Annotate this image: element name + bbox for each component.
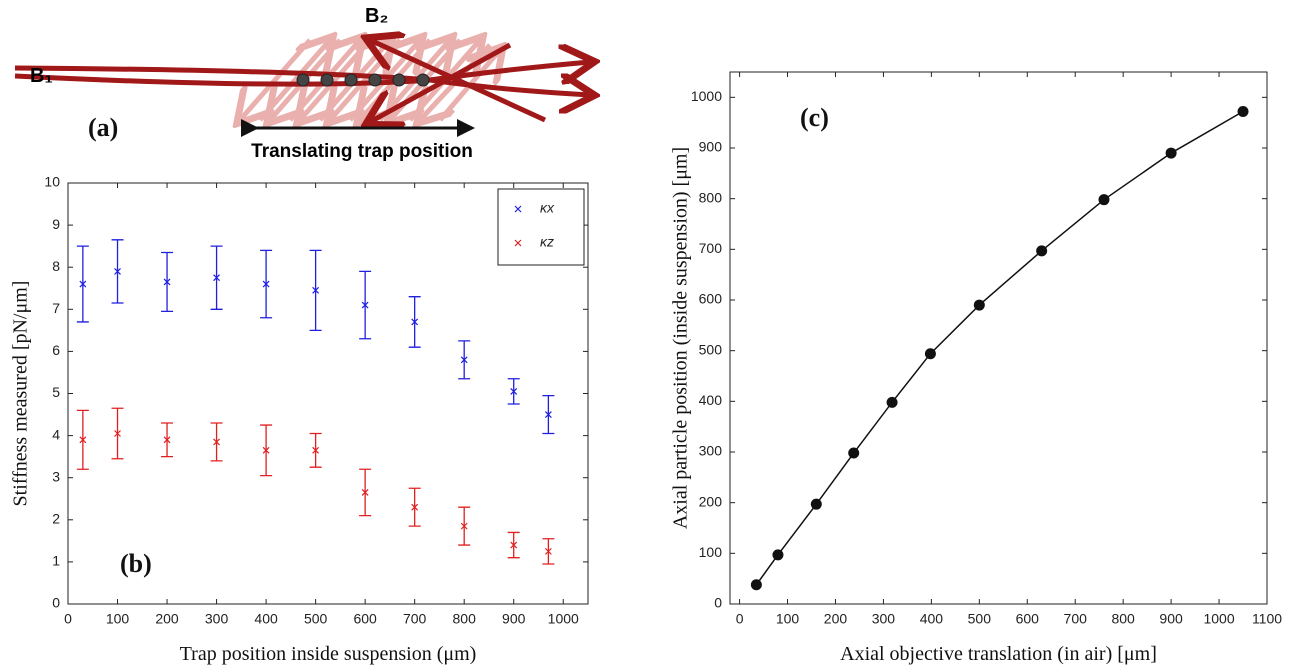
y-tick-label: 1000 xyxy=(691,88,722,104)
plot-frame xyxy=(729,71,1268,605)
legend-label: κx xyxy=(540,200,555,216)
panel-label: (b) xyxy=(120,549,152,578)
legend-label: κz xyxy=(540,234,554,250)
y-tick-label: 3 xyxy=(52,468,60,484)
point xyxy=(213,274,220,282)
marker xyxy=(1165,147,1177,159)
x-tick-label: 1000 xyxy=(1203,611,1234,627)
x-tick-label: 200 xyxy=(155,611,179,627)
x-tick-label: 300 xyxy=(205,611,229,627)
point xyxy=(411,503,419,511)
point xyxy=(163,436,171,444)
marker xyxy=(848,447,860,459)
point xyxy=(213,438,220,446)
x-tick-label: 0 xyxy=(736,611,744,627)
y-tick-label: 200 xyxy=(699,493,723,509)
point xyxy=(460,356,468,364)
y-tick-label: 800 xyxy=(699,189,723,205)
point xyxy=(312,286,320,294)
y-tick-label: 7 xyxy=(52,300,60,316)
x-tick-label: 800 xyxy=(1111,611,1135,627)
point xyxy=(510,387,518,395)
point xyxy=(510,541,518,549)
y-tick-label: 0 xyxy=(52,595,60,611)
x-axis-label: Axial objective translation (in air) [μm… xyxy=(840,643,1157,665)
x-tick-label: 200 xyxy=(824,611,848,627)
point xyxy=(262,280,270,288)
y-tick-label: 100 xyxy=(699,544,723,560)
x-tick-label: 900 xyxy=(502,611,526,627)
x-tick-label: 400 xyxy=(254,611,278,627)
beams xyxy=(14,40,590,122)
x-tick-label: 1000 xyxy=(548,611,579,627)
marker xyxy=(886,396,898,408)
x-tick-label: 700 xyxy=(403,611,427,627)
marker xyxy=(1036,245,1048,257)
diagram: B₁ B₂ (a) Translating trap position xyxy=(14,5,590,162)
y-tick-label: 4 xyxy=(52,426,60,442)
y-tick-label: 1 xyxy=(52,553,60,569)
beam-label: B₁ xyxy=(30,65,53,87)
x-tick-label: 800 xyxy=(453,611,477,627)
x-tick-label: 500 xyxy=(968,611,992,627)
point xyxy=(79,280,87,288)
x-axis-label: Trap position inside suspension (μm) xyxy=(180,643,477,665)
x-tick-label: 300 xyxy=(872,611,896,627)
y-tick-label: 0 xyxy=(714,595,722,611)
panel-label: (c) xyxy=(800,103,829,132)
y-tick-label: 5 xyxy=(52,384,60,400)
x-tick-label: 600 xyxy=(1016,611,1040,627)
point xyxy=(361,301,369,309)
beam-label: B₂ xyxy=(365,5,388,27)
marker xyxy=(1098,194,1110,206)
legend xyxy=(497,188,585,266)
point xyxy=(312,446,320,454)
marker xyxy=(924,348,936,360)
panel-label: (a) xyxy=(88,113,118,142)
particles xyxy=(296,73,430,87)
y-tick-label: 700 xyxy=(699,240,723,256)
y-tick-label: 900 xyxy=(699,139,723,155)
y-tick-label: 2 xyxy=(52,511,60,527)
point xyxy=(544,411,552,418)
y-tick-label: 10 xyxy=(44,174,60,190)
x-tick-label: 1100 xyxy=(1252,611,1282,627)
x-tick-label: 700 xyxy=(1064,611,1088,627)
point xyxy=(114,267,121,275)
point xyxy=(544,547,552,555)
y-tick-label: 6 xyxy=(52,342,60,358)
marker xyxy=(772,549,784,561)
x-tick-label: 600 xyxy=(353,611,377,627)
y-axis-label: Axial particle position (inside suspensi… xyxy=(670,147,692,529)
y-axis-label: Stiffness measured [pN/μm] xyxy=(10,281,32,507)
point xyxy=(361,489,369,496)
point xyxy=(460,522,468,530)
caption: Translating trap position xyxy=(251,141,473,162)
x-tick-label: 900 xyxy=(1159,611,1183,627)
marker xyxy=(750,579,762,591)
point xyxy=(79,436,87,444)
y-tick-label: 9 xyxy=(52,216,60,232)
x-tick-label: 400 xyxy=(920,611,944,627)
y-tick-label: 600 xyxy=(699,291,723,307)
point xyxy=(163,278,171,286)
x-tick-label: 500 xyxy=(304,611,328,627)
y-tick-label: 8 xyxy=(52,258,60,274)
point xyxy=(114,430,121,437)
marker xyxy=(973,299,985,311)
x-tick-label: 100 xyxy=(106,611,130,627)
point xyxy=(262,446,270,454)
x-tick-label: 0 xyxy=(64,611,72,627)
y-tick-label: 400 xyxy=(699,392,723,408)
x-tick-label: 100 xyxy=(776,611,800,627)
y-tick-label: 500 xyxy=(699,341,723,357)
point xyxy=(411,318,419,326)
line xyxy=(755,110,1244,586)
marker xyxy=(810,498,822,510)
y-tick-label: 300 xyxy=(699,443,723,459)
legend-swatch xyxy=(514,205,522,213)
legend-swatch xyxy=(514,239,522,247)
marker xyxy=(1237,106,1249,118)
